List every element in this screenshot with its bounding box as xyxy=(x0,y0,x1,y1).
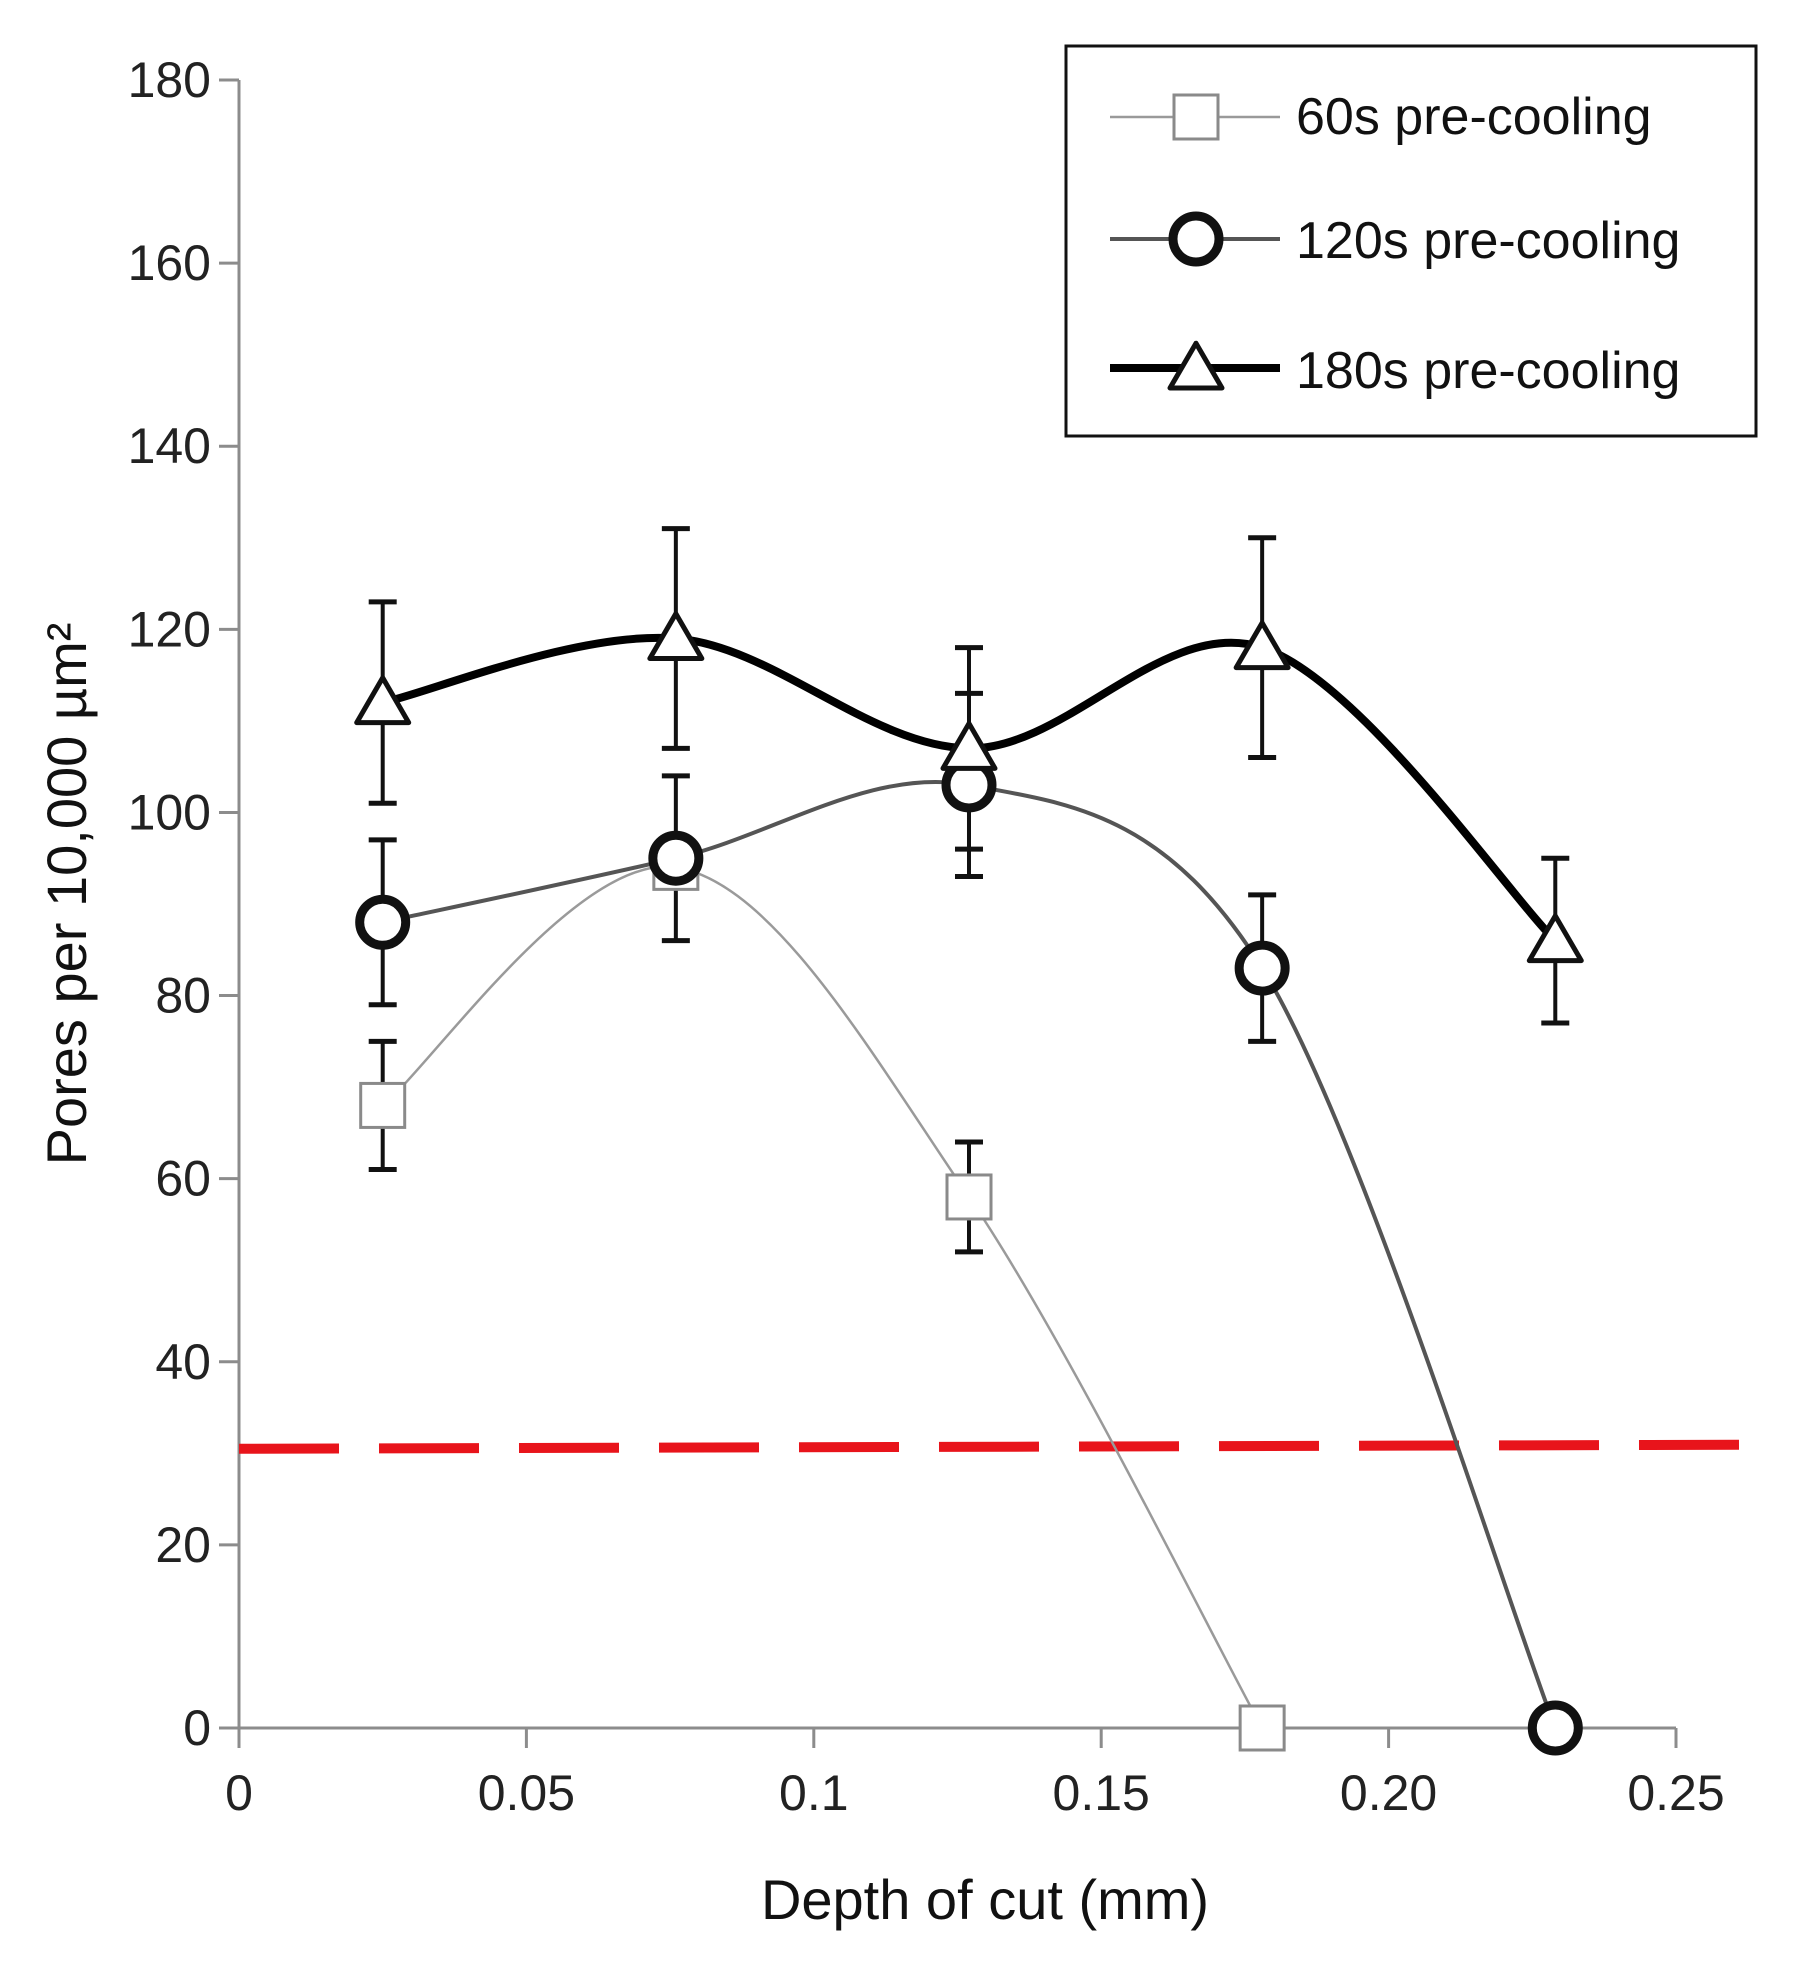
y-tick-label: 120 xyxy=(128,601,211,657)
y-tick-label: 60 xyxy=(155,1151,211,1207)
y-tick-label: 20 xyxy=(155,1517,211,1573)
data-point-60s-pre-cooling xyxy=(945,1173,993,1221)
reference-line xyxy=(238,1439,1749,1454)
series-line-120s-pre-cooling xyxy=(382,779,1558,1729)
legend-marker-60s-pre-cooling xyxy=(1172,93,1220,141)
x-tick-label: 0.05 xyxy=(478,1765,575,1821)
data-point-120s-pre-cooling xyxy=(355,894,411,950)
y-tick-label: 100 xyxy=(128,784,211,840)
data-point-180s-pre-cooling xyxy=(354,675,412,726)
data-point-120s-pre-cooling xyxy=(648,830,704,886)
legend-marker-120s-pre-cooling xyxy=(1168,211,1224,267)
x-tick-label: 0.1 xyxy=(779,1765,849,1821)
x-tick-label: 0.25 xyxy=(1627,1765,1724,1821)
data-point-180s-pre-cooling xyxy=(647,611,705,661)
series-line-60s-pre-cooling xyxy=(381,865,1264,1729)
y-tick-label: 80 xyxy=(155,968,211,1024)
legend-label-60s: 60s pre-cooling xyxy=(1296,88,1652,146)
legend-label-180s: 180s pre-cooling xyxy=(1296,342,1680,400)
data-point-180s-pre-cooling xyxy=(940,721,998,771)
x-axis-title: Depth of cut (mm) xyxy=(761,1868,1209,1931)
y-tick-label: 140 xyxy=(128,418,211,474)
legend-markers xyxy=(1110,93,1280,391)
y-axis-title: Pores per 10,000 µm² xyxy=(35,623,98,1166)
legend-marker-180s-pre-cooling xyxy=(1167,340,1225,391)
data-point-120s-pre-cooling xyxy=(1234,940,1290,996)
plot-area: 0 20 40 60 80 100 120 140 160 180 0 0.05 0.1 0.15 0.20… xyxy=(128,52,1749,1821)
y-tick-label: 180 xyxy=(128,52,211,108)
data-point-60s-pre-cooling xyxy=(359,1081,407,1129)
data-point-180s-pre-cooling xyxy=(1526,913,1584,964)
data-point-60s-pre-cooling xyxy=(1238,1704,1286,1752)
y-tick-label: 160 xyxy=(128,235,211,291)
x-tick-label: 0.20 xyxy=(1340,1765,1437,1821)
legend-label-120s: 120s pre-cooling xyxy=(1296,212,1680,270)
x-tick-label: 0.15 xyxy=(1053,1765,1150,1821)
legend: 60s pre-cooling 120s pre-cooling 180s pr… xyxy=(1064,44,1758,438)
x-tick-label: 0 xyxy=(225,1765,253,1821)
data-point-120s-pre-cooling xyxy=(1527,1700,1583,1756)
y-tick-label: 0 xyxy=(183,1700,211,1756)
y-tick-label: 40 xyxy=(155,1334,211,1390)
data-point-180s-pre-cooling xyxy=(1233,620,1291,671)
